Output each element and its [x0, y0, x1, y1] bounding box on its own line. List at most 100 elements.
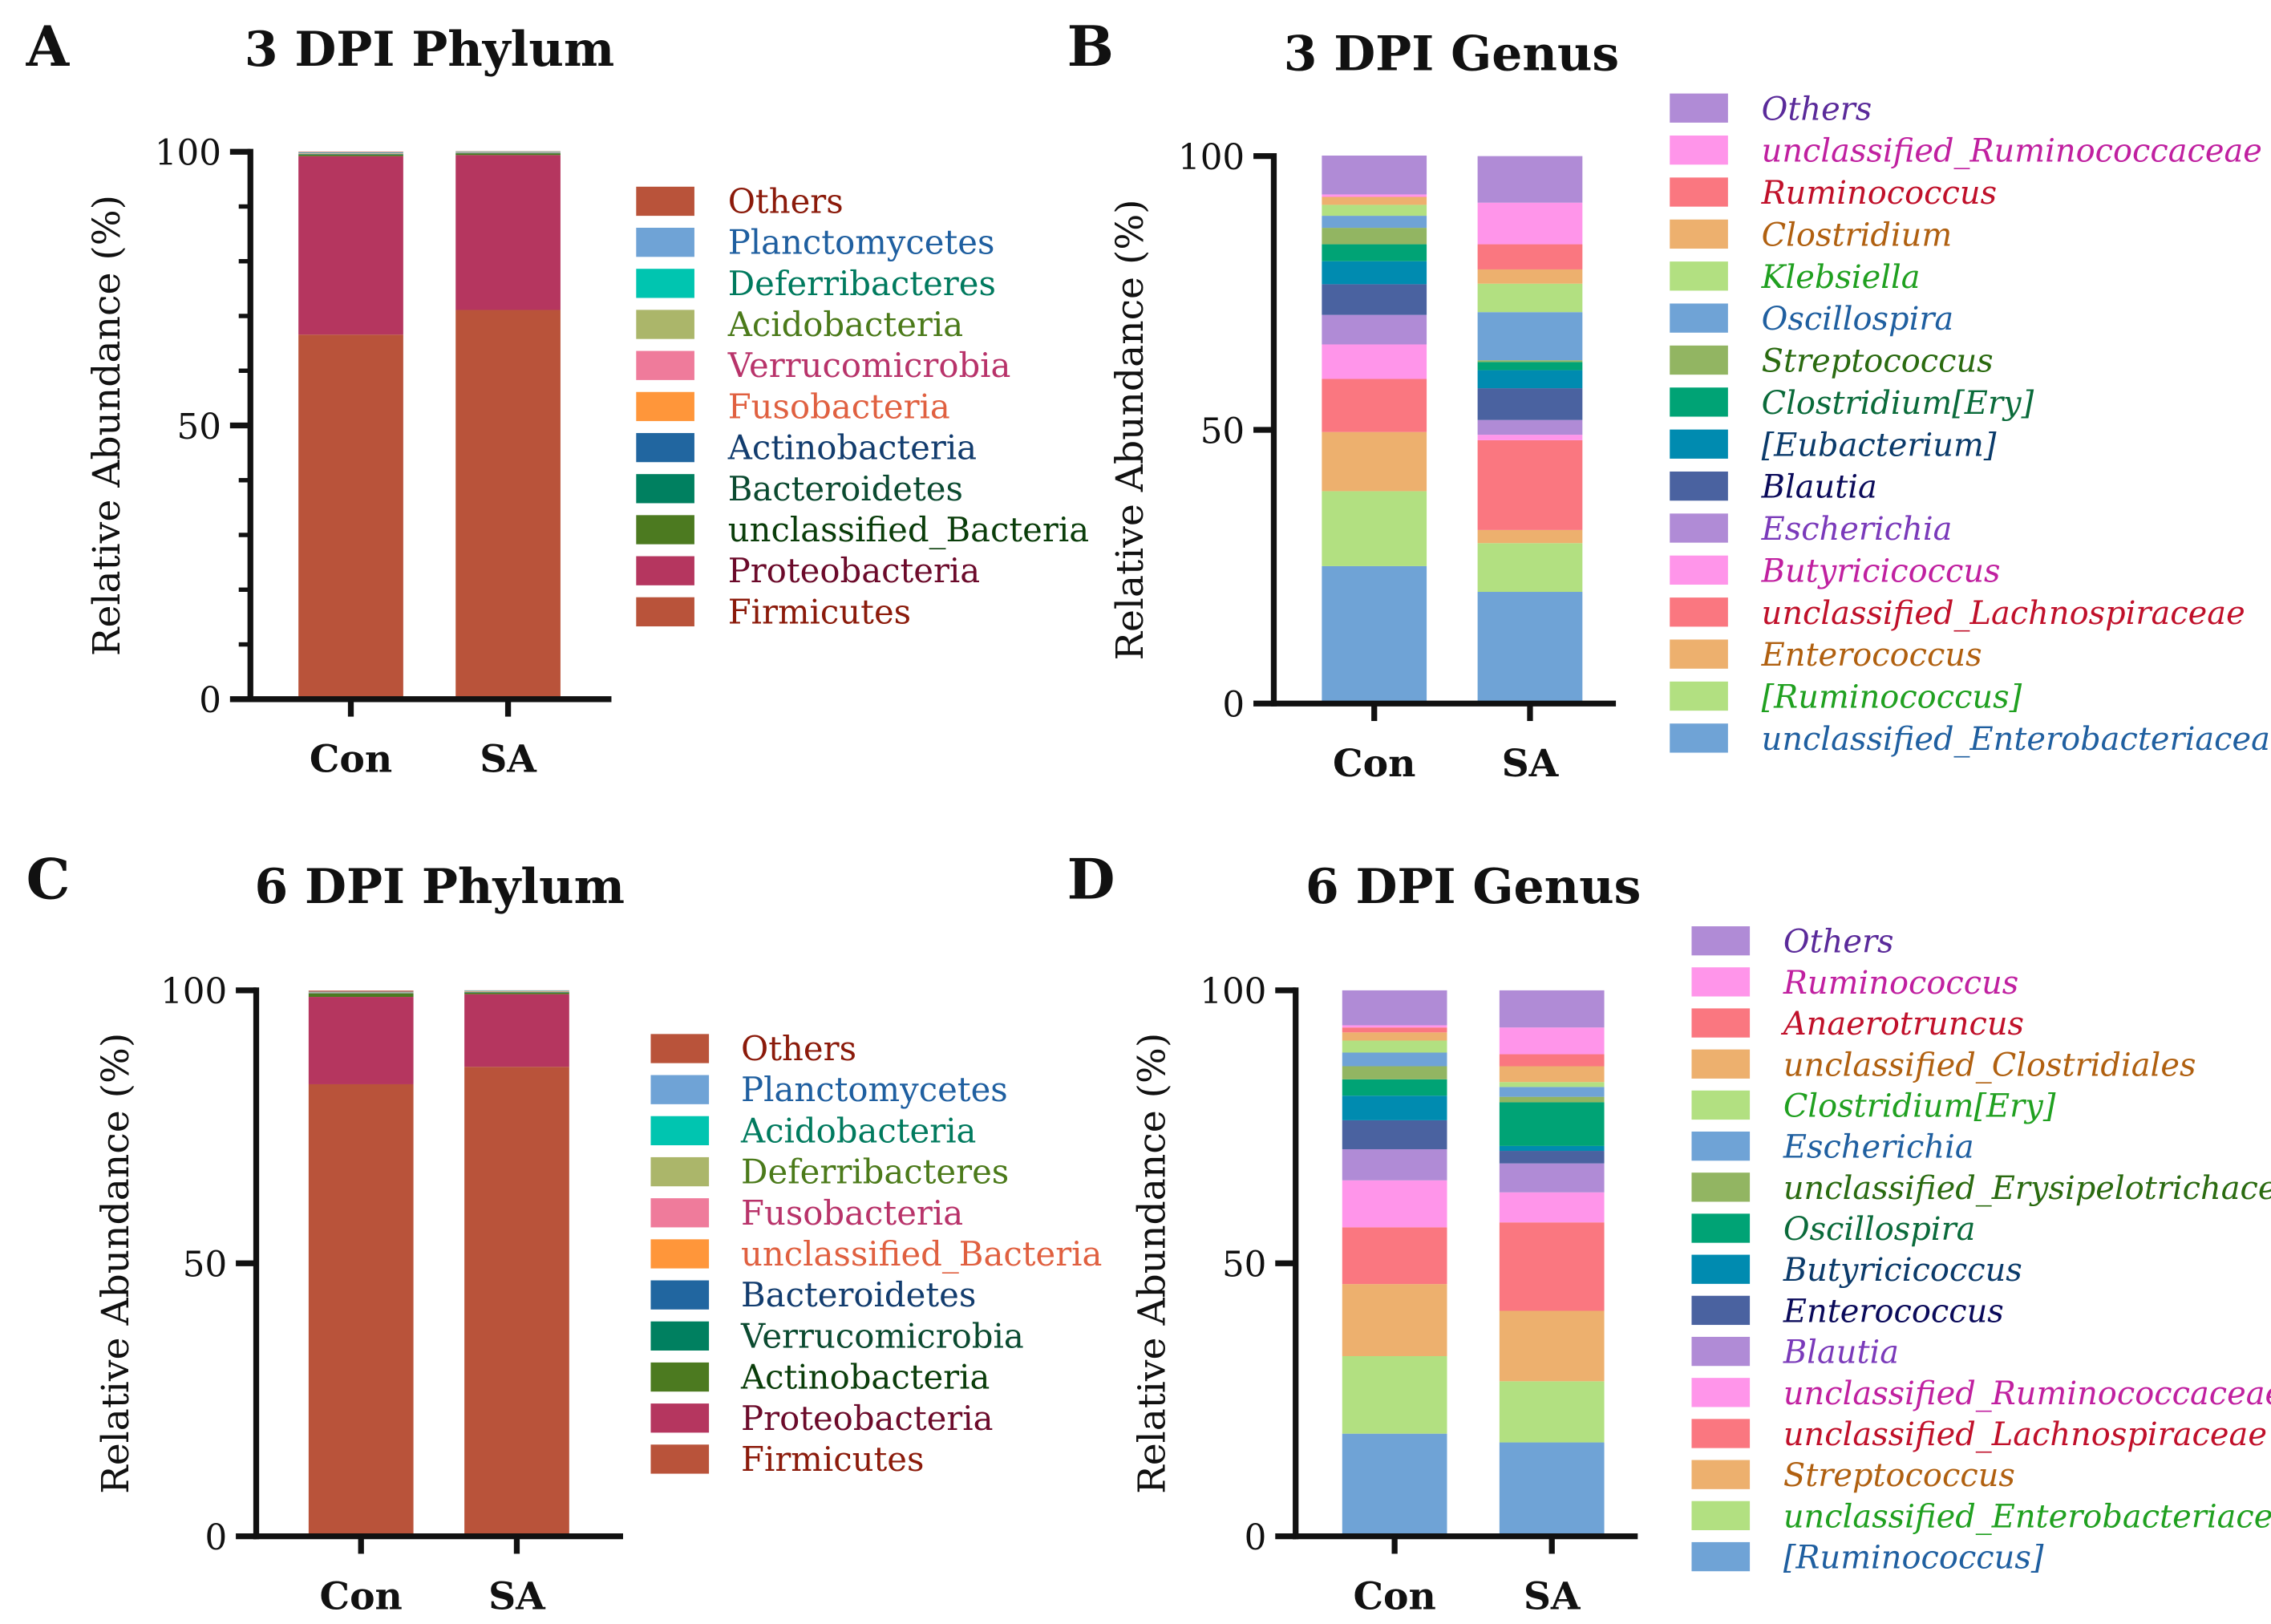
legend-swatch — [650, 1321, 710, 1351]
legend-label: Enterococcus — [1783, 1293, 2004, 1330]
legend-label: Planctomycetes — [741, 1070, 1008, 1109]
legend-label: Escherichia — [1783, 1129, 1974, 1166]
legend-label: Oscillospira — [1762, 301, 1954, 338]
legend-swatch — [636, 515, 694, 545]
legend-swatch — [1691, 1131, 1751, 1161]
bar-segment-sa-unclassified-clostridiales — [1499, 1066, 1605, 1083]
legend-swatch — [636, 556, 694, 585]
legend-swatch — [1691, 1460, 1751, 1489]
y-tick-label: 50 — [183, 1245, 227, 1286]
bar-segment-con-unclassified-lachnospiraceae — [1322, 379, 1427, 432]
legend-swatch — [1670, 387, 1728, 417]
legend-swatch — [650, 1075, 710, 1104]
x-tick-label: SA — [1502, 742, 1560, 786]
bar-segment-sa-firmicutes — [455, 310, 561, 699]
bar-segment-con--ruminococcus- — [1322, 491, 1427, 566]
x-tick-label: Con — [310, 738, 392, 782]
y-axis-label: Relative Abundance (%) — [94, 1033, 138, 1494]
bar-segment-sa-oscillospira — [1499, 1102, 1605, 1146]
legend-swatch — [650, 1239, 710, 1269]
legend-label: Others — [1783, 924, 1894, 961]
legend-label: Firmicutes — [728, 592, 911, 631]
y-tick-label: 50 — [177, 407, 221, 448]
bar-segment-sa-actinobacteria — [464, 992, 569, 994]
legend-label: unclassified_Enterobacteriaceae — [1762, 721, 2271, 758]
bar-segment-sa-proteobacteria — [455, 155, 561, 310]
legend-label: Actinobacteria — [740, 1358, 990, 1397]
y-tick-label: 50 — [1200, 411, 1245, 452]
bar-segment-con-actinobacteria — [308, 993, 414, 998]
legend-label: Ruminococcus — [1783, 965, 2018, 1002]
bar-segment-con-unclassified-erysipelotrichaceae — [1342, 1066, 1447, 1079]
legend-swatch — [1670, 723, 1728, 753]
bar-segment-con-proteobacteria — [298, 156, 403, 335]
legend-label: Firmicutes — [741, 1440, 924, 1479]
bar-segment-sa-unclassified-bacteria — [455, 153, 561, 156]
legend-label: Anaerotruncus — [1780, 1006, 2024, 1043]
legend-swatch — [1670, 681, 1728, 711]
y-tick-label: 100 — [1200, 972, 1266, 1012]
y-tick-label: 100 — [155, 134, 221, 174]
legend-swatch — [1670, 219, 1728, 249]
legend-label: Clostridium[Ery] — [1762, 385, 2034, 422]
legend-swatch — [1670, 345, 1728, 375]
y-tick-label: 0 — [204, 1518, 227, 1558]
panel-letter: C — [26, 848, 71, 913]
legend-swatch — [1670, 261, 1728, 291]
legend: Others Ruminococcus Anaerotruncus unclassif… — [1691, 924, 2271, 1577]
bar-segment-sa-klebsiella — [1477, 283, 1583, 313]
bar-segment-sa-clostridium-ery- — [1477, 362, 1583, 371]
legend-label: Verrucomicrobia — [740, 1316, 1024, 1355]
legend-label: Planctomycetes — [728, 223, 995, 262]
legend-swatch — [650, 1034, 710, 1063]
bar-segment-con-clostridium-ery- — [1322, 244, 1427, 261]
legend: OthersPlanctomycetesDeferribacteresAcido… — [636, 181, 1089, 631]
legend-swatch — [636, 269, 694, 298]
bar-segment-sa-enterococcus — [1499, 1151, 1605, 1164]
legend-swatch — [650, 1156, 710, 1187]
legend-label: Deferribacteres — [741, 1152, 1009, 1192]
bar-segment-con-proteobacteria — [308, 997, 414, 1084]
y-axis-label: Relative Abundance (%) — [1108, 199, 1152, 660]
legend-swatch — [1670, 429, 1728, 459]
legend-swatch — [1670, 177, 1728, 207]
x-tick-label: Con — [1333, 742, 1415, 786]
bar-segment-con-clostridium — [1322, 196, 1427, 205]
legend-label: Fusobacteria — [741, 1193, 963, 1233]
bar-segment-con-enterococcus — [1342, 1120, 1447, 1149]
legend-label: Blautia — [1761, 469, 1877, 506]
legend-swatch — [1670, 471, 1728, 501]
bar-segment-sa-butyricicoccus — [1499, 1145, 1605, 1152]
bar-segment-con-others — [308, 990, 414, 992]
legend-label: Klebsiella — [1761, 259, 1921, 296]
chart-title: 6 DPI Phylum — [255, 859, 625, 915]
legend-swatch — [636, 350, 694, 380]
bar-segment-con-butyricicoccus — [1342, 1095, 1447, 1120]
legend-label: Deferribacteres — [728, 264, 996, 303]
y-tick-label: 100 — [160, 972, 227, 1012]
chart-title: 3 DPI Genus — [1284, 26, 1619, 83]
panel-d: D 6 DPI Genus Con SA 0 50 100 Relative Abundanc… — [1067, 848, 2271, 1619]
legend-label: unclassified_Bacteria — [728, 510, 1089, 549]
legend-label: Blautia — [1783, 1334, 1899, 1371]
bar-segment-sa-clostridium — [1477, 269, 1583, 284]
legend-swatch — [1670, 639, 1728, 669]
y-axis-label: Relative Abundance (%) — [1130, 1033, 1174, 1494]
bar-segment-con-blautia — [1342, 1148, 1447, 1181]
bar-segment-con-streptococcus — [1342, 1284, 1447, 1356]
bar-segment-sa-unclassified-enterobacteriaceae — [1499, 1381, 1605, 1443]
legend: Others unclassified_Ruminococcaceae Rumino… — [1670, 91, 2271, 758]
panel-letter: B — [1067, 14, 1114, 79]
bar-segment-sa-escherichia — [1477, 419, 1583, 435]
bar-segment-con-anaerotruncus — [1342, 1027, 1447, 1033]
bar-segment-con-planctomycetes — [298, 152, 403, 153]
legend-swatch — [636, 474, 694, 504]
legend-swatch — [1691, 1500, 1751, 1531]
legend-swatch — [1670, 93, 1728, 123]
y-tick-label: 0 — [1222, 686, 1245, 726]
legend-label: Acidobacteria — [740, 1111, 976, 1150]
legend-swatch — [636, 227, 694, 257]
legend-label: Proteobacteria — [741, 1399, 994, 1438]
bar-segment-con-others — [1322, 155, 1427, 195]
legend-swatch — [1691, 1378, 1751, 1407]
